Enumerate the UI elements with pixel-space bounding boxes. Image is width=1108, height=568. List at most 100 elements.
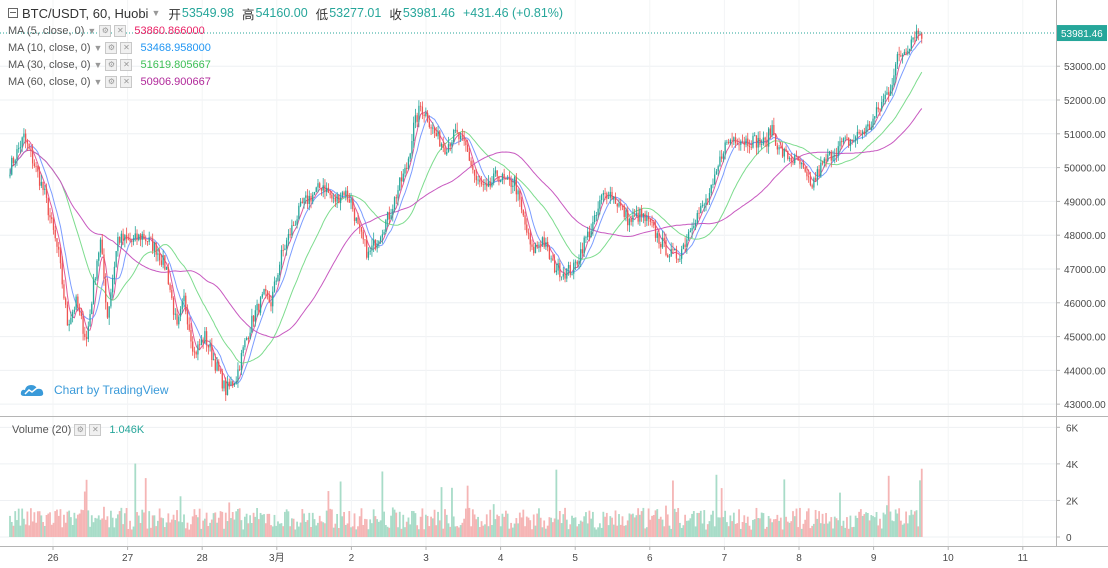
volume-bar [772, 519, 775, 537]
chevron-down-icon[interactable]: ▼ [87, 25, 97, 36]
volume-bar [598, 523, 601, 537]
candle-body [860, 133, 862, 135]
volume-indicator-name[interactable]: Volume (20) [12, 424, 72, 436]
candle-body [254, 310, 256, 322]
candle-body [272, 291, 274, 307]
candle-body [9, 174, 11, 177]
candle-body [324, 185, 326, 193]
candle-body [136, 233, 138, 241]
settings-icon[interactable]: ⚙ [99, 24, 112, 37]
candle-body [867, 124, 869, 127]
settings-icon[interactable]: ⚙ [105, 41, 118, 54]
volume-bar [270, 525, 272, 537]
candle-body [244, 340, 246, 348]
volume-bar [619, 524, 622, 537]
volume-bar [21, 508, 24, 537]
chevron-down-icon[interactable]: ▼ [93, 76, 103, 87]
close-icon[interactable]: ✕ [89, 424, 102, 436]
volume-bar [183, 514, 185, 537]
candle-body [56, 238, 58, 247]
candle-body [654, 225, 657, 238]
volume-bar [489, 509, 492, 537]
candle-body [717, 166, 719, 172]
volume-bar [87, 510, 90, 537]
volume-bar [656, 509, 659, 537]
chevron-down-icon[interactable]: ▼ [151, 8, 161, 18]
time-tick-label: 3 [423, 553, 429, 564]
volume-tick-label: 0 [1066, 533, 1072, 544]
time-tick-label: 6 [647, 553, 653, 564]
volume-bar [830, 517, 833, 537]
candle-body [256, 303, 258, 311]
volume-bar [290, 518, 293, 537]
attribution-text[interactable]: Chart by TradingView [54, 383, 169, 397]
candle-body [722, 153, 725, 159]
volume-bar [195, 514, 198, 537]
low-label: 低 [315, 7, 329, 22]
symbol-header: BTC/USDT, 60, Huobi ▼ 开 53549.98 高 54160… [8, 4, 563, 22]
candle-body [26, 141, 29, 144]
indicator-name[interactable]: MA (60, close, 0) [8, 75, 91, 88]
candle-body [479, 179, 481, 183]
candle-body [903, 51, 906, 55]
indicator-name[interactable]: MA (30, close, 0) [8, 58, 91, 71]
candle-body [193, 351, 196, 353]
candle-body [371, 245, 373, 251]
candle-body [640, 208, 643, 217]
candle-body [139, 234, 142, 240]
volume-bar [532, 514, 535, 537]
indicator-name[interactable]: MA (5, close, 0) [8, 24, 85, 37]
volume-bar [745, 523, 747, 537]
candle-body [284, 248, 286, 251]
candle-body [500, 179, 502, 183]
candle-body [247, 337, 250, 340]
close-icon[interactable]: ✕ [120, 41, 133, 54]
candle-body [230, 381, 232, 386]
candle-body [736, 143, 738, 145]
candle-body [533, 246, 535, 254]
candle-body [200, 339, 203, 346]
candle-body [226, 381, 229, 396]
symbol-title[interactable]: BTC/USDT, 60, Huobi [22, 5, 149, 21]
volume-bar [466, 485, 469, 537]
volume-bar [350, 527, 352, 537]
candle-body [848, 137, 850, 146]
close-icon[interactable]: ✕ [120, 58, 133, 71]
candle-body [555, 270, 558, 273]
close-icon[interactable]: ✕ [120, 75, 133, 88]
volume-bar [503, 516, 506, 537]
candle-body [552, 258, 554, 261]
volume-bar [609, 516, 612, 537]
volume-bar [906, 523, 909, 537]
close-value: 53981.46 [402, 6, 455, 20]
collapse-icon[interactable] [8, 8, 18, 18]
settings-icon[interactable]: ⚙ [74, 424, 87, 436]
candle-body [279, 264, 281, 276]
close-icon[interactable]: ✕ [114, 24, 127, 37]
volume-bar [336, 513, 339, 537]
candle-body [14, 160, 16, 163]
tradingview-attribution[interactable]: Chart by TradingView [20, 382, 169, 398]
candle-body [366, 239, 368, 258]
candle-body [870, 127, 872, 130]
chevron-down-icon[interactable]: ▼ [93, 59, 103, 70]
chevron-down-icon[interactable]: ▼ [93, 42, 103, 53]
volume-bar [880, 528, 883, 537]
volume-bar [797, 527, 800, 537]
candle-body [289, 234, 291, 236]
indicator-name[interactable]: MA (10, close, 0) [8, 41, 91, 54]
candle-body [364, 239, 366, 241]
volume-bar [581, 521, 584, 537]
candle-body [373, 239, 375, 246]
candle-body [470, 160, 472, 166]
candle-body [634, 215, 636, 217]
volume-bar [438, 520, 441, 537]
settings-icon[interactable]: ⚙ [105, 58, 118, 71]
candle-body [653, 222, 655, 226]
candle-body [547, 241, 549, 248]
candle-body [484, 184, 486, 185]
settings-icon[interactable]: ⚙ [105, 75, 118, 88]
candle-body [734, 137, 737, 144]
volume-bar [367, 529, 370, 537]
